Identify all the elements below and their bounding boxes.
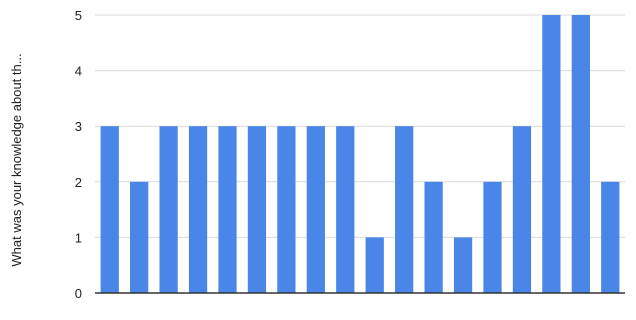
bar[interactable] [277, 126, 296, 293]
bar[interactable] [483, 181, 502, 293]
gridlines [95, 14, 625, 238]
y-tick-label: 3 [75, 119, 82, 134]
y-axis-title: What was your knowledge about th... [9, 53, 24, 266]
bar[interactable] [571, 15, 590, 293]
y-tick-label: 4 [75, 64, 82, 79]
y-axis-ticks: 0 1 2 3 4 5 [75, 8, 82, 301]
bars [100, 15, 620, 293]
bar[interactable] [453, 237, 473, 293]
y-tick-label: 2 [75, 175, 82, 190]
bar[interactable] [188, 126, 208, 293]
bar[interactable] [247, 126, 267, 293]
bar[interactable] [542, 15, 561, 293]
y-tick-label: 0 [75, 286, 82, 301]
bar[interactable] [395, 126, 414, 293]
bar[interactable] [306, 126, 325, 293]
y-tick-label: 1 [75, 230, 82, 245]
bar[interactable] [365, 237, 384, 293]
bar[interactable] [336, 126, 355, 293]
bar[interactable] [130, 181, 149, 293]
bar[interactable] [218, 126, 237, 293]
bar[interactable] [159, 126, 178, 293]
y-tick-label: 5 [75, 8, 82, 23]
bar[interactable] [424, 181, 443, 293]
bar[interactable] [601, 181, 620, 293]
bar[interactable] [100, 126, 119, 293]
bar[interactable] [512, 126, 532, 293]
